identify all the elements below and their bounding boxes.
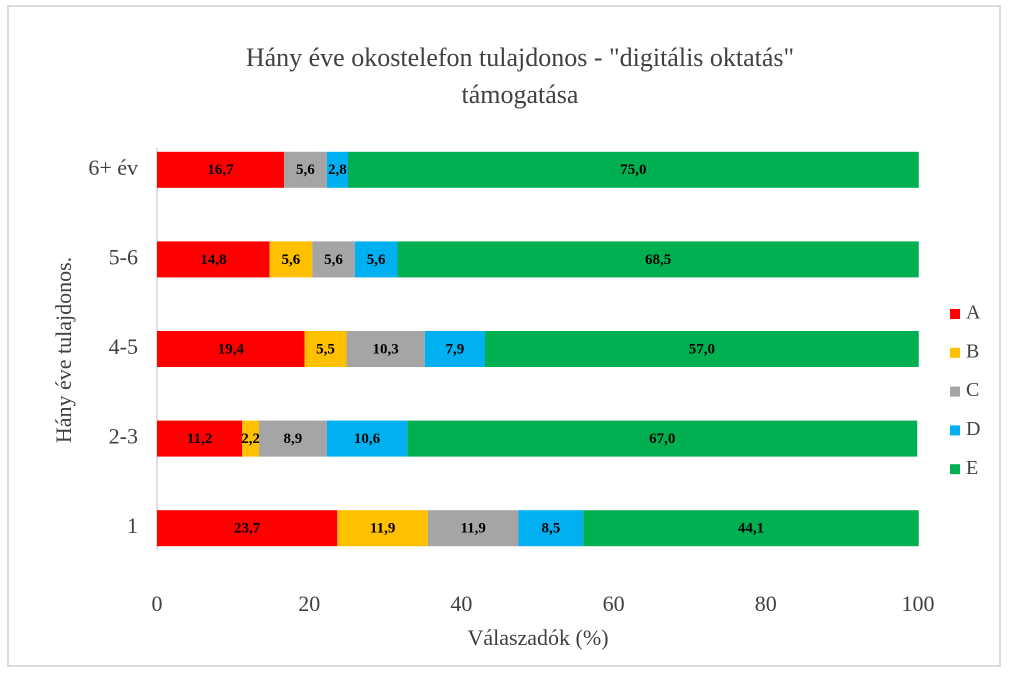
bar-segment — [407, 420, 918, 457]
bar-segment — [157, 420, 243, 457]
x-tick-label: 80 — [755, 591, 777, 616]
value-label: 5,6 — [296, 162, 315, 178]
x-tick-label: 100 — [902, 591, 935, 616]
chart-title: Hány éve okostelefon tulajdonos - "digit… — [246, 43, 794, 72]
legend-label: C — [966, 379, 979, 401]
chart-title: támogatása — [462, 80, 579, 109]
x-tick-label: 40 — [450, 591, 472, 616]
legend-swatch — [950, 464, 960, 475]
y-tick-label: 4-5 — [109, 334, 138, 359]
bar-segment — [269, 241, 313, 278]
value-label: 8,9 — [283, 431, 302, 447]
value-label: 75,0 — [620, 162, 646, 178]
bar-segment — [304, 331, 347, 367]
bar-segment — [427, 510, 519, 547]
y-tick-label: 6+ év — [88, 155, 138, 180]
bar-segment — [157, 241, 270, 278]
value-label: 11,9 — [370, 521, 395, 537]
y-axis-title: Hány éve tulajdonos. — [51, 257, 76, 443]
value-label: 16,7 — [207, 162, 234, 178]
value-label: 10,3 — [373, 341, 399, 357]
x-axis-title: Válaszadók (%) — [467, 625, 608, 650]
x-tick-label: 0 — [152, 591, 163, 616]
value-label: 11,9 — [460, 521, 485, 537]
legend-swatch — [950, 425, 960, 436]
bar-segment — [157, 331, 305, 367]
legend-label: D — [966, 418, 980, 440]
bar-segment — [258, 420, 327, 457]
value-label: 19,4 — [218, 341, 245, 357]
legend-label: B — [966, 340, 979, 362]
bar-segment — [397, 241, 919, 278]
bar-segment — [284, 151, 327, 188]
y-tick-label: 2-3 — [109, 424, 138, 449]
legend-swatch — [950, 386, 960, 397]
value-label: 10,6 — [354, 431, 381, 447]
value-label: 68,5 — [645, 252, 671, 268]
legend-swatch — [950, 347, 960, 358]
value-label: 11,2 — [187, 431, 212, 447]
bar-segment — [326, 151, 349, 188]
legend-swatch — [950, 309, 960, 319]
legend-label: A — [966, 302, 981, 324]
value-label: 44,1 — [738, 521, 764, 537]
y-tick-label: 1 — [127, 513, 138, 538]
value-label: 5,6 — [367, 252, 386, 268]
value-label: 7,9 — [446, 341, 465, 357]
value-label: 2,2 — [241, 431, 260, 447]
bar-segment — [424, 331, 485, 367]
value-label: 14,8 — [200, 252, 226, 268]
x-tick-label: 60 — [603, 591, 625, 616]
bar-segment — [348, 151, 919, 188]
bar-segment — [583, 510, 919, 547]
x-tick-label: 20 — [298, 591, 320, 616]
value-label: 8,5 — [541, 521, 560, 537]
bar-segment — [354, 241, 398, 278]
y-tick-label: 5-6 — [109, 244, 138, 269]
bar-segment — [346, 331, 425, 367]
value-label: 57,0 — [689, 341, 715, 357]
bar-segment — [157, 510, 338, 547]
value-label: 67,0 — [649, 431, 675, 447]
bar-segment — [157, 151, 285, 188]
bar-segment — [326, 420, 408, 457]
bar-segment — [518, 510, 584, 547]
value-label: 5,6 — [324, 252, 343, 268]
legend-label: E — [966, 457, 978, 479]
value-label: 5,5 — [316, 341, 335, 357]
bar-segment — [337, 510, 428, 547]
bar-segment — [312, 241, 355, 278]
value-label: 23,7 — [234, 521, 261, 537]
bar-segment — [484, 331, 919, 367]
value-label: 2,8 — [328, 162, 347, 178]
bar-segment — [242, 420, 259, 457]
value-label: 5,6 — [282, 252, 301, 268]
